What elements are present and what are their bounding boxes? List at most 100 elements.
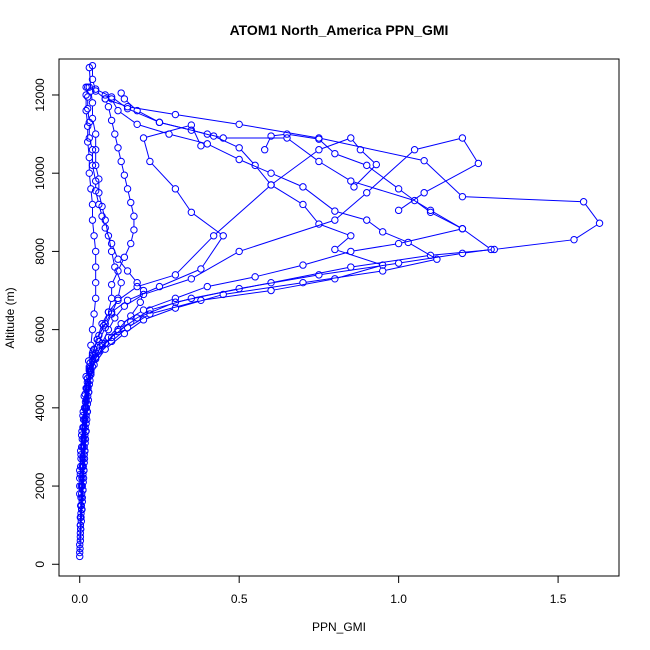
series-segment [94,344,99,353]
data-point [107,116,116,125]
data-point [78,474,86,482]
data-point [235,247,243,256]
series-segment [322,263,396,275]
series-segment [130,287,157,300]
data-point [84,104,92,113]
data-point [127,239,135,248]
data-point [91,263,100,271]
data-point [209,232,218,240]
data-point [133,278,141,287]
y-axis-label: Altitude (m) [3,287,17,348]
series-segment [127,191,131,200]
series-segment [336,194,365,219]
data-point [120,95,129,103]
data-point [85,134,93,142]
data-point [93,335,101,344]
series-segment [337,265,380,279]
data-point [114,325,122,334]
data-point [394,259,403,267]
series-segment [130,232,134,241]
data-point [331,275,339,283]
series-segment [362,151,375,163]
data-point [101,320,109,328]
series-segment [274,133,284,137]
data-point [91,146,100,154]
series-segment [129,273,136,281]
data-point [76,474,84,482]
data-point [98,320,106,328]
data-point [91,278,100,287]
series-segment [210,276,253,287]
series-segment [151,163,174,187]
series-segment [118,285,122,296]
data-point [130,226,138,234]
series-segment [305,188,333,210]
series-segment [162,122,189,130]
series-segment [140,124,167,134]
series-segment [258,265,300,277]
data-point [187,126,196,134]
data-point [410,146,419,154]
data-point [331,149,339,158]
data-point [235,120,243,129]
series-segment [85,381,88,392]
data-point [95,331,103,340]
plot-frame [58,58,620,577]
data-point [90,232,98,240]
series-segment [146,279,189,294]
series-segment [104,314,108,323]
series-segment [85,113,88,124]
series-segment [115,269,121,280]
data-point [111,130,119,138]
series-segment [289,139,317,160]
series-segment [417,138,460,150]
data-point [595,219,604,227]
data-point [111,314,119,322]
data-point [78,505,86,514]
series-segment [112,273,118,282]
data-point [107,308,116,316]
data-point [203,282,211,291]
series-segment [143,140,150,159]
series-segment [80,434,83,448]
data-point [104,308,113,316]
series-segment [106,314,111,322]
data-point [378,228,387,236]
x-axis: 0.0 0.5 1.0 1.5 [71,575,567,606]
data-point [123,104,132,113]
data-point [155,118,164,127]
data-point [78,435,86,443]
series-segment [305,251,348,265]
series-segment [113,301,126,311]
y-tick-label: 12000 [33,78,47,112]
series-segment [89,176,92,186]
series-segment [400,190,429,211]
data-point [171,110,180,119]
series-segment [96,346,102,355]
data-point [315,146,323,154]
series-segment [433,213,460,228]
series-segment [121,164,125,173]
data-point [219,134,227,142]
data-point [372,160,381,169]
series-segment [337,249,380,265]
series-segment [90,332,93,343]
series-segment [193,213,221,235]
series-segment [204,290,268,301]
data-point [83,374,92,383]
data-point [91,161,100,170]
series-segment [99,326,105,333]
data-point [79,408,87,416]
x-tick-label: 0.5 [231,592,248,606]
data-point [117,320,125,328]
data-point [267,169,275,177]
series-segment [95,168,99,177]
data-point [146,310,154,318]
series-segment [241,160,269,173]
data-point [114,144,122,152]
series-segment [92,121,96,132]
data-point [315,135,323,143]
series-segment [176,191,190,210]
data-point [114,267,122,275]
data-point [139,134,148,142]
